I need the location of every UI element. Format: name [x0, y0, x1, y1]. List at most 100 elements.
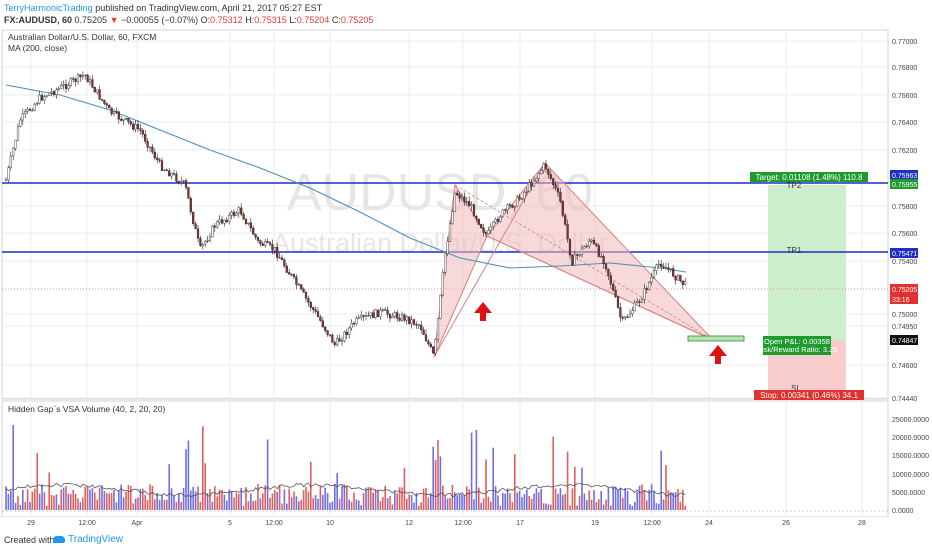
candle[interactable] — [494, 218, 497, 223]
candle[interactable] — [312, 307, 315, 310]
candle[interactable] — [302, 288, 305, 293]
volume-bar[interactable] — [571, 488, 574, 510]
candle[interactable] — [223, 219, 226, 224]
volume-bar[interactable] — [523, 494, 526, 510]
candle[interactable] — [244, 219, 248, 224]
candle[interactable] — [211, 225, 214, 238]
volume-bar[interactable] — [283, 489, 286, 510]
volume-bar[interactable] — [89, 489, 91, 510]
volume-bar[interactable] — [240, 487, 242, 510]
candle[interactable] — [187, 187, 190, 199]
candle[interactable] — [631, 310, 634, 315]
candle[interactable] — [182, 180, 185, 182]
volume-bar[interactable] — [622, 497, 624, 510]
volume-bar[interactable] — [638, 485, 641, 510]
volume-bar[interactable] — [79, 502, 82, 510]
candle[interactable] — [216, 221, 219, 228]
candle[interactable] — [21, 113, 24, 121]
candle[interactable] — [573, 254, 576, 266]
candle[interactable] — [388, 314, 392, 319]
candle[interactable] — [403, 314, 406, 321]
candle[interactable] — [79, 74, 82, 78]
volume-bar[interactable] — [221, 489, 223, 510]
volume-bar[interactable] — [595, 502, 598, 510]
candle[interactable] — [470, 204, 473, 207]
volume-bar[interactable] — [22, 489, 24, 510]
candle[interactable] — [64, 84, 68, 89]
volume-bar[interactable] — [293, 491, 295, 510]
volume-bar[interactable] — [127, 485, 130, 510]
candle[interactable] — [518, 196, 521, 200]
candle[interactable] — [76, 74, 80, 82]
candle[interactable] — [266, 241, 269, 243]
candle[interactable] — [595, 243, 598, 246]
volume-bar[interactable] — [458, 493, 461, 510]
volume-bar[interactable] — [485, 459, 487, 510]
volume-bar[interactable] — [55, 494, 58, 510]
candle[interactable] — [568, 238, 572, 256]
volume-bar[interactable] — [29, 501, 31, 510]
candle[interactable] — [684, 281, 687, 285]
volume-bar[interactable] — [494, 486, 497, 510]
volume-bar[interactable] — [202, 426, 204, 510]
volume-bar[interactable] — [672, 492, 674, 510]
volume-bar[interactable] — [610, 505, 612, 510]
volume-bar[interactable] — [444, 496, 446, 510]
candle[interactable] — [451, 211, 454, 224]
candle[interactable] — [283, 259, 286, 267]
volume-bar[interactable] — [262, 493, 264, 510]
candle[interactable] — [604, 263, 608, 270]
candle[interactable] — [259, 240, 262, 244]
volume-bar[interactable] — [413, 502, 415, 510]
candle[interactable] — [333, 342, 336, 345]
candle[interactable] — [280, 257, 284, 260]
volume-bar[interactable] — [190, 490, 192, 510]
candle[interactable] — [218, 219, 221, 223]
volume-bar[interactable] — [77, 498, 79, 510]
candle[interactable] — [194, 223, 197, 229]
volume-bar[interactable] — [209, 489, 211, 510]
volume-bar[interactable] — [41, 484, 43, 510]
candle[interactable] — [300, 284, 303, 290]
candle[interactable] — [537, 173, 540, 179]
candle[interactable] — [144, 134, 147, 142]
volume-bar[interactable] — [348, 499, 350, 510]
volume-bar[interactable] — [564, 493, 566, 510]
volume-bar[interactable] — [422, 488, 425, 510]
candle[interactable] — [208, 236, 212, 241]
volume-bar[interactable] — [26, 489, 29, 510]
volume-bar[interactable] — [300, 499, 302, 510]
volume-bar[interactable] — [5, 486, 7, 510]
volume-bar[interactable] — [288, 488, 290, 510]
candle[interactable] — [554, 184, 557, 189]
candle[interactable] — [460, 196, 464, 199]
volume-bar[interactable] — [590, 499, 593, 510]
candle[interactable] — [74, 78, 77, 82]
candle[interactable] — [156, 157, 159, 160]
volume-bar[interactable] — [653, 491, 655, 510]
volume-bar[interactable] — [535, 488, 538, 510]
volume-bar[interactable] — [168, 464, 170, 510]
volume-bar[interactable] — [137, 497, 139, 510]
candle[interactable] — [88, 79, 92, 83]
volume-bar[interactable] — [341, 485, 343, 510]
candle[interactable] — [410, 319, 413, 324]
volume-bar[interactable] — [614, 487, 617, 510]
volume-bar[interactable] — [86, 485, 89, 510]
candle[interactable] — [468, 201, 471, 207]
volume-bar[interactable] — [353, 492, 355, 510]
candle[interactable] — [672, 268, 675, 277]
volume-bar[interactable] — [559, 488, 562, 510]
candle[interactable] — [324, 326, 327, 331]
candle[interactable] — [446, 241, 449, 255]
candles[interactable] — [4, 71, 687, 356]
volume-bar[interactable] — [144, 494, 146, 510]
volume-bar[interactable] — [679, 501, 682, 510]
candle[interactable] — [607, 268, 610, 276]
volume-bar[interactable] — [449, 497, 451, 510]
volume-bar[interactable] — [372, 492, 374, 510]
volume-bar[interactable] — [269, 497, 271, 510]
volume-bar[interactable] — [456, 495, 458, 510]
volume-bar[interactable] — [386, 498, 389, 510]
candle[interactable] — [151, 146, 154, 153]
